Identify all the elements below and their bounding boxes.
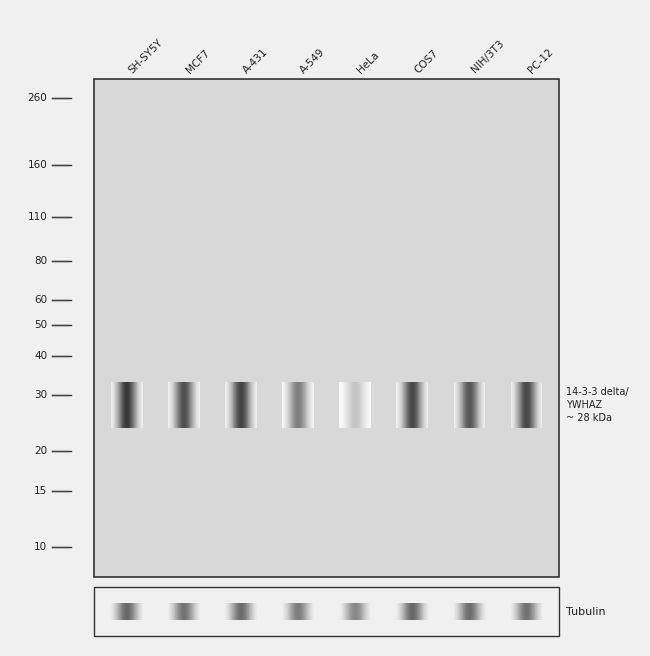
Text: 260: 260 [27, 93, 47, 104]
Text: PC-12: PC-12 [526, 47, 555, 75]
Text: A-431: A-431 [241, 47, 270, 75]
Text: 30: 30 [34, 390, 47, 400]
Text: A-549: A-549 [298, 47, 327, 75]
Text: COS7: COS7 [412, 48, 440, 75]
Text: SH-SY5Y: SH-SY5Y [127, 37, 165, 75]
Text: 50: 50 [34, 320, 47, 330]
Text: Tubulin: Tubulin [566, 607, 606, 617]
Text: 10: 10 [34, 542, 47, 552]
Text: 14-3-3 delta/
YWHAZ
~ 28 kDa: 14-3-3 delta/ YWHAZ ~ 28 kDa [566, 387, 629, 423]
Text: NIH/3T3: NIH/3T3 [469, 39, 506, 75]
Text: 110: 110 [27, 212, 47, 222]
Text: 20: 20 [34, 446, 47, 456]
Text: HeLa: HeLa [355, 49, 381, 75]
Text: MCF7: MCF7 [184, 48, 211, 75]
Text: 80: 80 [34, 256, 47, 266]
Text: 15: 15 [34, 486, 47, 496]
Text: 60: 60 [34, 295, 47, 305]
Text: 160: 160 [27, 160, 47, 170]
Text: 40: 40 [34, 351, 47, 361]
